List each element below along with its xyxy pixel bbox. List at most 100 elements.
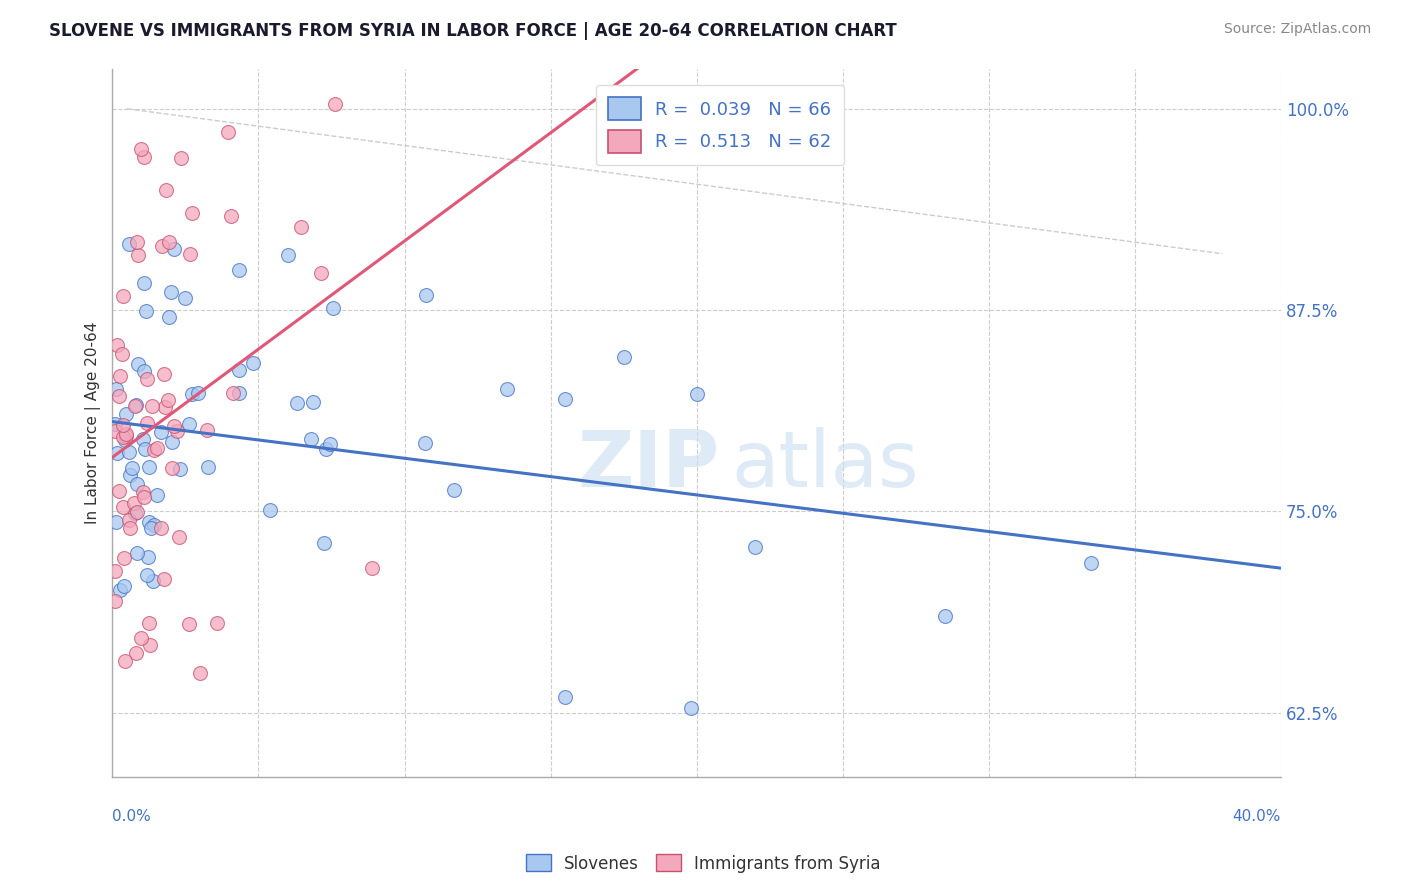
Point xyxy=(135,303,157,318)
Point xyxy=(190,665,212,680)
Point xyxy=(149,425,172,440)
Point xyxy=(143,518,166,533)
Point xyxy=(105,338,128,352)
Point xyxy=(221,209,243,223)
Point xyxy=(146,441,169,455)
Point xyxy=(554,392,576,406)
Point xyxy=(197,460,219,475)
Point xyxy=(115,408,138,422)
Point xyxy=(167,530,190,544)
Point xyxy=(179,617,201,632)
Point xyxy=(160,460,183,475)
Point xyxy=(118,445,141,459)
Point xyxy=(132,484,155,499)
Point xyxy=(108,389,131,403)
Point xyxy=(934,609,956,624)
Point xyxy=(135,567,157,582)
Point xyxy=(136,372,159,386)
Point xyxy=(169,462,191,476)
Point xyxy=(195,424,218,438)
Point xyxy=(309,266,332,280)
Text: ZIP: ZIP xyxy=(578,427,720,503)
Point xyxy=(129,631,152,645)
Point xyxy=(107,484,129,499)
Point xyxy=(138,616,160,631)
Point xyxy=(686,387,709,401)
Point xyxy=(187,385,209,400)
Point xyxy=(443,483,465,497)
Point xyxy=(112,550,135,565)
Point xyxy=(166,424,188,438)
Point xyxy=(163,242,186,256)
Point xyxy=(134,442,156,456)
Point xyxy=(125,477,148,491)
Point xyxy=(157,310,180,324)
Text: 0.0%: 0.0% xyxy=(112,809,152,824)
Point xyxy=(114,433,136,447)
Point xyxy=(153,400,176,414)
Point xyxy=(136,417,159,431)
Point xyxy=(181,206,204,220)
Point xyxy=(114,578,136,592)
Point xyxy=(146,488,169,502)
Point xyxy=(554,690,576,704)
Point xyxy=(118,513,141,527)
Point xyxy=(115,427,138,442)
Point xyxy=(104,425,127,439)
Point xyxy=(613,351,636,365)
Point xyxy=(104,594,127,608)
Point xyxy=(242,356,264,370)
Point xyxy=(217,125,239,139)
Point xyxy=(127,505,149,519)
Point xyxy=(125,546,148,560)
Point xyxy=(108,582,131,597)
Point xyxy=(114,654,136,668)
Point xyxy=(118,521,141,535)
Point xyxy=(141,521,163,535)
Point xyxy=(108,369,131,384)
Point xyxy=(155,183,177,197)
Point xyxy=(179,417,201,432)
Point xyxy=(125,646,148,660)
Point xyxy=(160,435,183,450)
Point xyxy=(138,459,160,474)
Point xyxy=(132,276,155,290)
Point xyxy=(228,363,250,377)
Point xyxy=(125,398,148,412)
Point xyxy=(141,399,163,413)
Text: Source: ZipAtlas.com: Source: ZipAtlas.com xyxy=(1223,22,1371,37)
Point xyxy=(744,540,766,554)
Point xyxy=(157,235,180,249)
Point xyxy=(153,367,176,381)
Y-axis label: In Labor Force | Age 20-64: In Labor Force | Age 20-64 xyxy=(86,322,101,524)
Point xyxy=(322,301,344,315)
Point xyxy=(679,701,702,715)
Point xyxy=(104,564,127,578)
Point xyxy=(138,515,160,529)
Point xyxy=(179,246,201,260)
Point xyxy=(315,442,337,457)
Point xyxy=(112,288,135,302)
Point xyxy=(150,239,173,253)
Point xyxy=(1080,556,1102,570)
Point xyxy=(139,638,162,652)
Point xyxy=(124,400,146,414)
Point xyxy=(134,364,156,378)
Point xyxy=(111,418,134,433)
Point xyxy=(174,291,197,305)
Point xyxy=(162,418,184,433)
Point xyxy=(105,515,128,529)
Point xyxy=(228,263,250,277)
Point xyxy=(105,446,128,460)
Point xyxy=(111,500,134,514)
Point xyxy=(122,496,145,510)
Point xyxy=(125,235,148,249)
Point xyxy=(290,220,312,235)
Point xyxy=(136,550,159,565)
Point xyxy=(181,387,204,401)
Point xyxy=(285,396,308,410)
Text: SLOVENE VS IMMIGRANTS FROM SYRIA IN LABOR FORCE | AGE 20-64 CORRELATION CHART: SLOVENE VS IMMIGRANTS FROM SYRIA IN LABO… xyxy=(49,22,897,40)
Point xyxy=(360,561,382,575)
Point xyxy=(127,357,149,371)
Point xyxy=(118,236,141,251)
